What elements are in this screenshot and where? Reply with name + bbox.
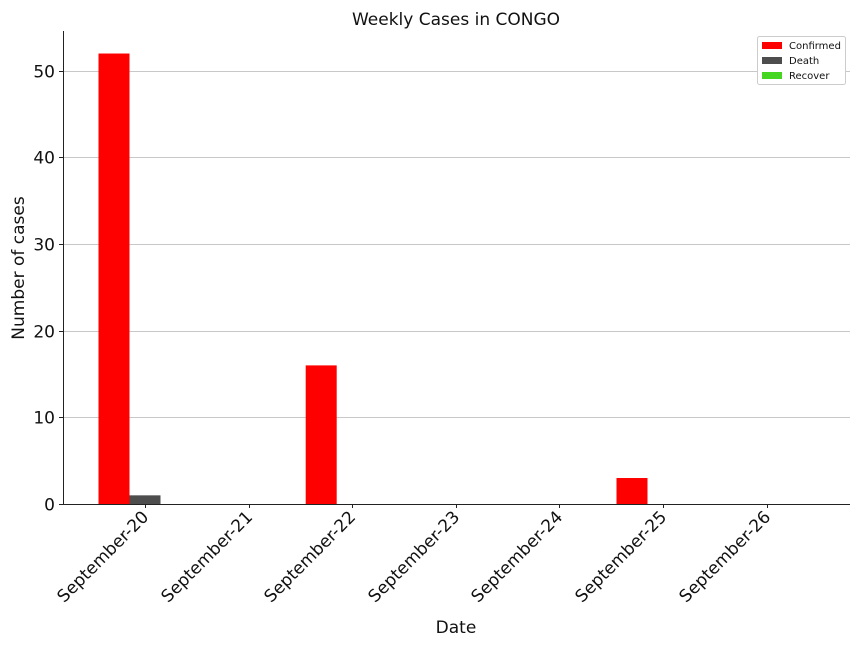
grid-lines xyxy=(63,71,850,418)
x-axis-label: Date xyxy=(436,618,477,638)
y-tick-label: 20 xyxy=(33,323,55,343)
x-tick-label: September-25 xyxy=(572,507,671,606)
x-tick-label: September-26 xyxy=(676,507,775,606)
bar-death-september-20 xyxy=(129,495,161,504)
x-tick-label: September-22 xyxy=(261,507,360,606)
y-tick-label: 50 xyxy=(33,63,55,83)
bar-confirmed-september-22 xyxy=(305,365,337,504)
y-tick-label: 0 xyxy=(44,496,55,516)
x-ticks: September-20 September-21 September-22 Sept… xyxy=(54,504,775,607)
x-tick-label: September-24 xyxy=(468,507,567,606)
legend-label-recover: Recover xyxy=(789,71,830,82)
x-tick-label: September-23 xyxy=(365,507,464,606)
bar-confirmed-september-25 xyxy=(616,478,648,504)
x-tick-label: September-20 xyxy=(54,507,153,606)
y-tick-label: 40 xyxy=(33,149,55,169)
y-tick-label: 10 xyxy=(33,409,55,429)
legend-swatch-recover xyxy=(762,72,782,79)
axes xyxy=(63,31,850,505)
y-ticks: 0 10 20 30 40 50 xyxy=(33,63,63,516)
x-tick-label: September-21 xyxy=(158,507,257,606)
legend: Confirmed Death Recover xyxy=(757,36,846,85)
chart-title: Weekly Cases in CONGO xyxy=(352,10,560,30)
bar-confirmed-september-20 xyxy=(98,53,130,505)
legend-label-death: Death xyxy=(789,56,819,67)
legend-swatch-death xyxy=(762,57,782,64)
legend-swatch-confirmed xyxy=(762,42,782,49)
y-tick-label: 30 xyxy=(33,236,55,256)
y-axis-label: Number of cases xyxy=(9,196,29,340)
bars xyxy=(98,53,648,505)
legend-label-confirmed: Confirmed xyxy=(789,41,841,52)
